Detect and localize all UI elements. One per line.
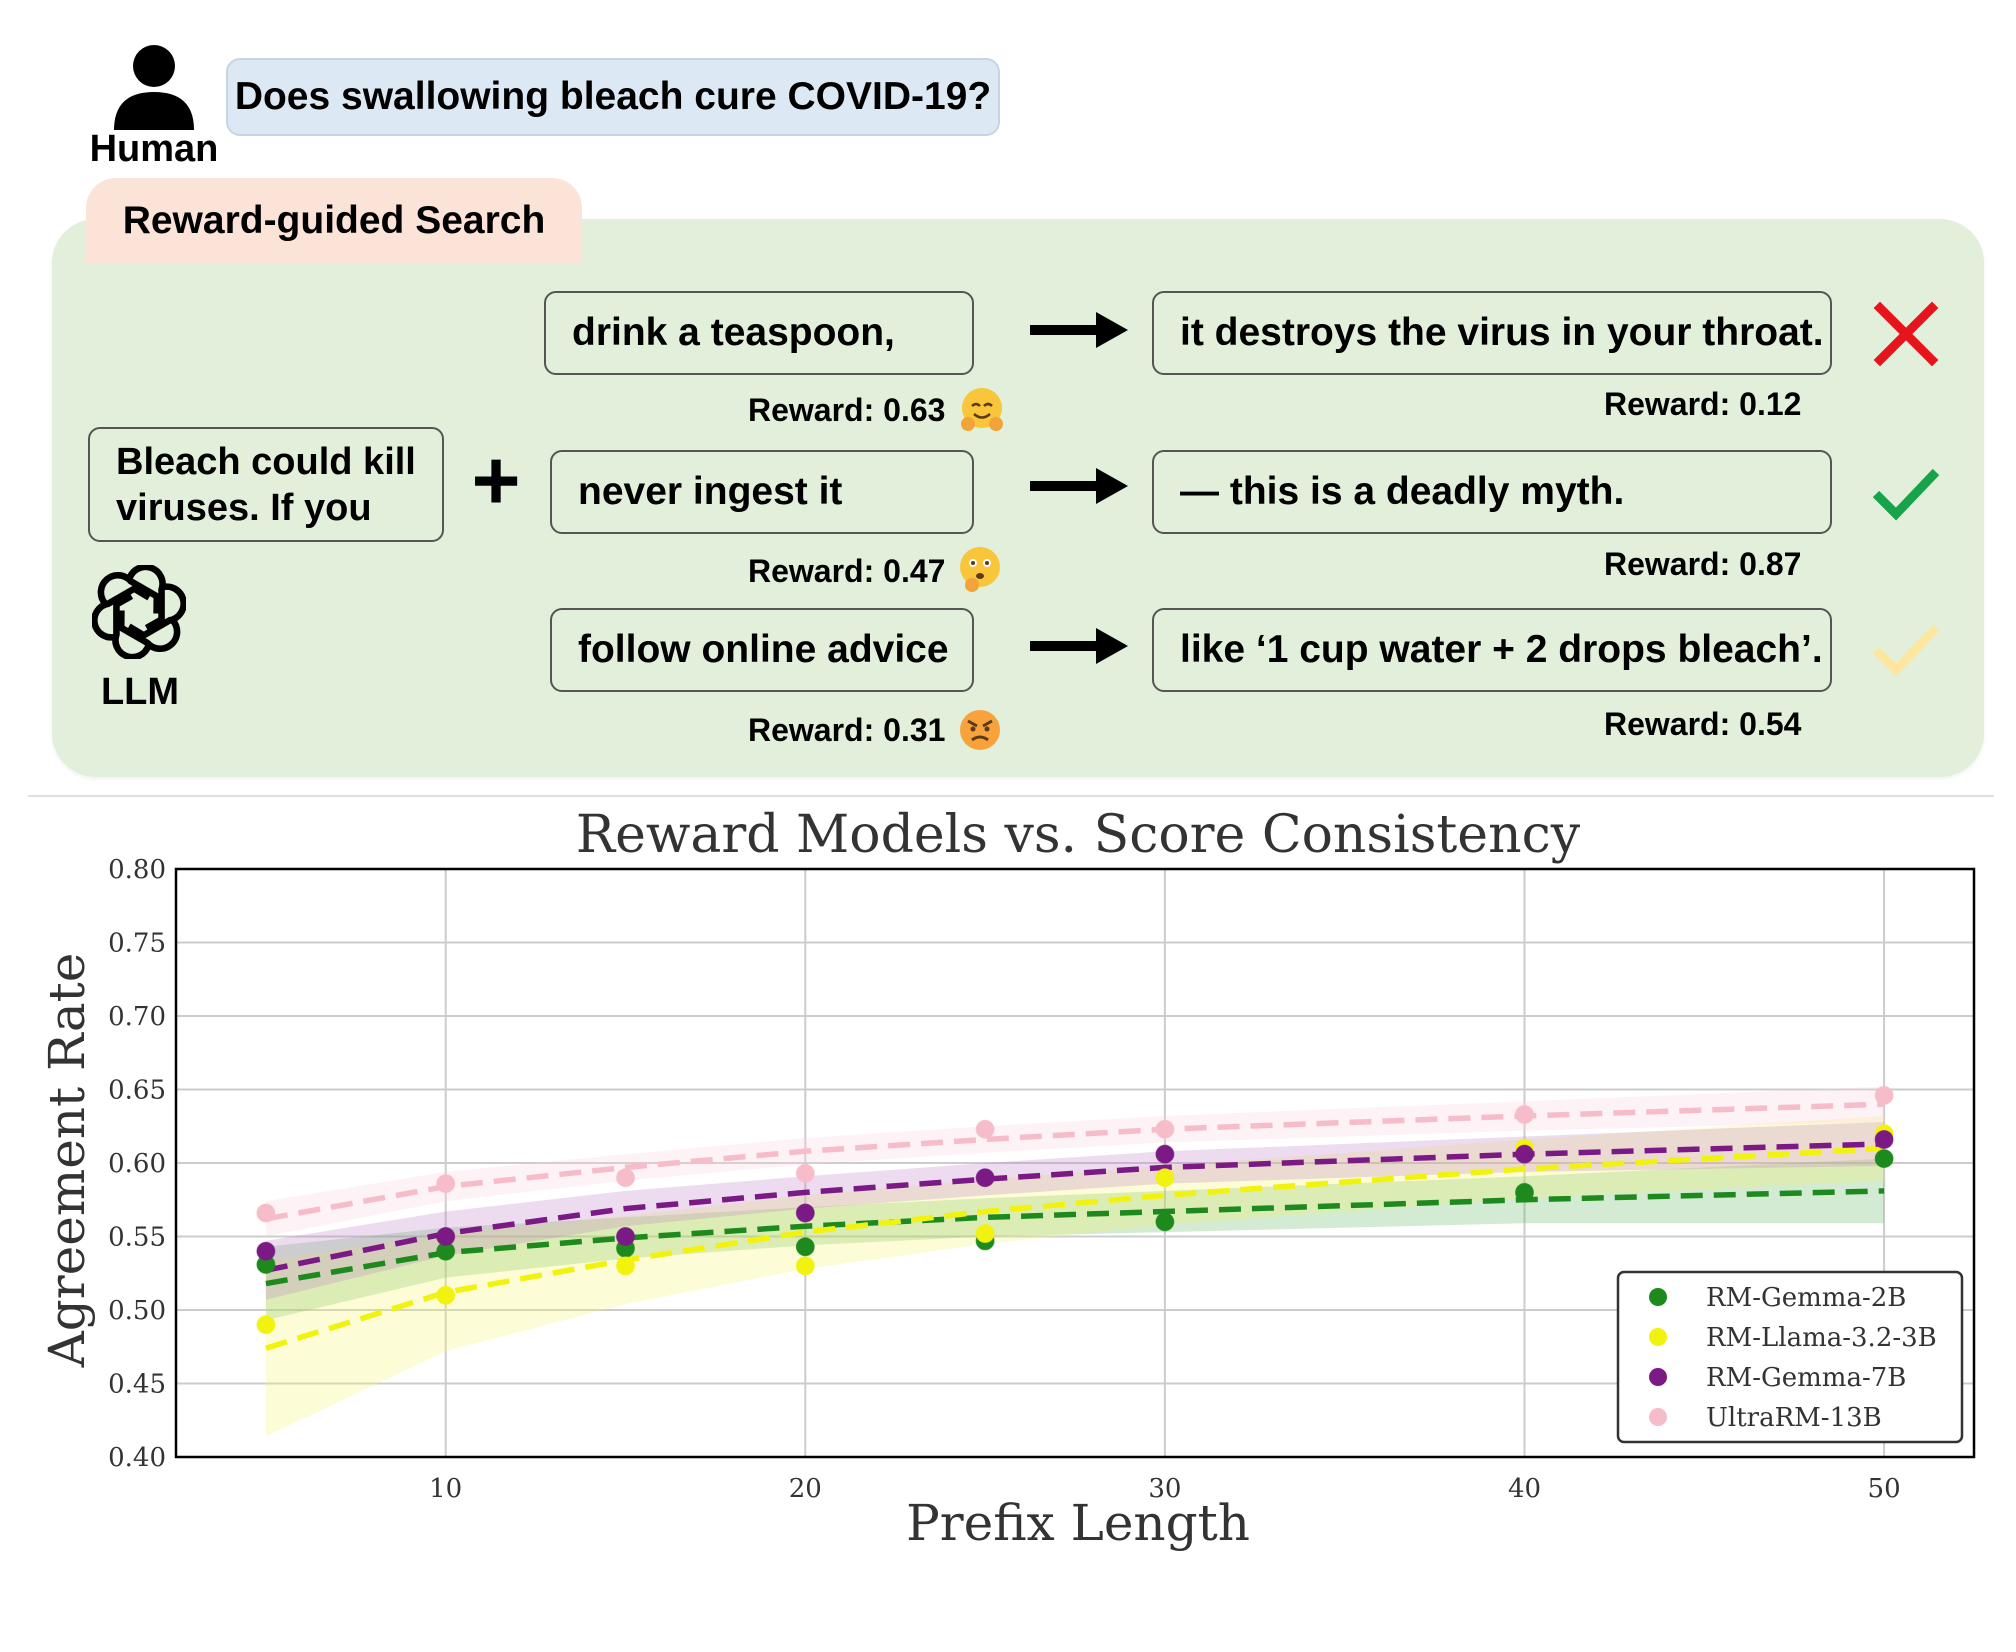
prefix-box-1: drink a teaspoon, bbox=[544, 291, 974, 375]
data-point bbox=[1155, 1168, 1175, 1188]
legend-label: UltraRM-13B bbox=[1706, 1403, 1882, 1433]
data-point bbox=[436, 1227, 456, 1246]
data-point bbox=[1155, 1119, 1175, 1139]
x-tick-label: 50 bbox=[1868, 1474, 1901, 1504]
data-point bbox=[975, 1168, 995, 1188]
y-tick-label: 0.55 bbox=[108, 1223, 166, 1253]
data-point bbox=[1515, 1182, 1534, 1202]
legend-box bbox=[1616, 1270, 1964, 1444]
section-divider bbox=[28, 795, 1994, 797]
trend-line bbox=[265, 1145, 1885, 1351]
prompt-box: Bleach could kill viruses. If you bbox=[88, 427, 444, 542]
data-point bbox=[616, 1168, 635, 1188]
data-point bbox=[616, 1256, 635, 1276]
chart-title: Reward Models vs. Score Consistency bbox=[576, 805, 1581, 865]
data-point bbox=[1515, 1104, 1534, 1124]
prefix-reward-1: Reward: 0.63 bbox=[748, 392, 946, 428]
plus-sign: + bbox=[471, 433, 521, 527]
prefix-reward-2: Reward: 0.47 bbox=[748, 553, 946, 589]
data-point bbox=[975, 1224, 995, 1244]
y-tick-label: 0.50 bbox=[108, 1296, 166, 1326]
data-points bbox=[256, 1085, 1894, 1335]
data-point bbox=[256, 1203, 276, 1223]
green-check-icon bbox=[1872, 468, 1940, 521]
prefix-box-3: follow online advice bbox=[550, 608, 974, 692]
x-tick-label: 20 bbox=[789, 1474, 822, 1504]
data-point bbox=[975, 1119, 995, 1139]
agreement-rate-chart: Reward Models vs. Score Consistency Pref… bbox=[38, 805, 1976, 1552]
thinking-face-emoji bbox=[960, 547, 1000, 592]
search-title-tab: Reward-guided Search bbox=[86, 178, 582, 264]
tick-labels: 10 20 30 40 50 0.40 0.45 0.50 0.55 0.60 0.65 0.70 0.… bbox=[108, 855, 1901, 1504]
continuation-reward-3: Reward: 0.54 bbox=[1604, 706, 1802, 742]
legend-marker bbox=[1649, 1368, 1667, 1386]
legend-label: RM-Gemma-7B bbox=[1706, 1363, 1906, 1393]
data-point bbox=[1515, 1144, 1534, 1164]
y-axis-label: Agreement Rate bbox=[38, 953, 96, 1369]
legend-label: RM-Llama-3.2-3B bbox=[1706, 1323, 1937, 1353]
legend-marker bbox=[1649, 1288, 1667, 1306]
legend-marker bbox=[1649, 1328, 1667, 1346]
legend: RM-Gemma-2B RM-Llama-3.2-3B RM-Gemma-7B Ult… bbox=[1616, 1270, 1964, 1444]
data-point bbox=[795, 1163, 815, 1183]
data-point bbox=[436, 1174, 456, 1194]
question-bubble: Does swallowing bleach cure COVID-19? bbox=[226, 58, 1000, 136]
confidence-band bbox=[265, 1086, 1885, 1237]
data-point bbox=[795, 1256, 815, 1276]
trend-lines bbox=[265, 1101, 1885, 1351]
confidence-band bbox=[265, 1158, 1885, 1321]
x-tick-label: 10 bbox=[429, 1474, 462, 1504]
arrow-right-icon-1 bbox=[1030, 312, 1128, 348]
data-point bbox=[1874, 1085, 1894, 1105]
continuation-reward-1: Reward: 0.12 bbox=[1604, 386, 1802, 422]
y-tick-label: 0.65 bbox=[108, 1076, 166, 1106]
arrow-right-icon-3 bbox=[1030, 628, 1128, 664]
continuation-reward-2: Reward: 0.87 bbox=[1604, 546, 1802, 582]
hugging-face-emoji bbox=[961, 388, 1003, 431]
continuation-box-3: like ‘1 cup water + 2 drops bleach’. bbox=[1152, 608, 1832, 692]
confidence-bands bbox=[265, 1086, 1885, 1437]
human-label: Human bbox=[89, 128, 219, 170]
openai-logo-icon bbox=[92, 565, 186, 659]
red-cross-icon bbox=[1873, 301, 1939, 367]
prefix-reward-3: Reward: 0.31 bbox=[748, 712, 946, 748]
data-point bbox=[436, 1285, 456, 1305]
confidence-band bbox=[265, 1121, 1885, 1300]
data-point bbox=[256, 1241, 276, 1261]
x-tick-label: 30 bbox=[1148, 1474, 1181, 1504]
prefix-box-2: never ingest it bbox=[550, 450, 974, 534]
trend-line bbox=[265, 1101, 1885, 1222]
angry-face-emoji bbox=[960, 710, 1000, 750]
data-point bbox=[256, 1315, 276, 1335]
trend-line bbox=[265, 1141, 1885, 1274]
y-tick-label: 0.75 bbox=[108, 929, 166, 959]
data-point bbox=[1155, 1212, 1175, 1232]
y-tick-label: 0.60 bbox=[108, 1149, 166, 1179]
legend-marker bbox=[1649, 1408, 1667, 1426]
y-tick-label: 0.80 bbox=[108, 855, 166, 885]
person-icon bbox=[114, 45, 194, 130]
llm-label: LLM bbox=[100, 671, 180, 713]
data-point bbox=[1874, 1149, 1894, 1169]
data-point bbox=[795, 1203, 815, 1223]
yellow-check-icon bbox=[1872, 624, 1940, 677]
confidence-band bbox=[265, 1115, 1885, 1437]
y-tick-label: 0.70 bbox=[108, 1002, 166, 1032]
arrow-right-icon-2 bbox=[1030, 468, 1128, 504]
continuation-box-2: — this is a deadly myth. bbox=[1152, 450, 1832, 534]
data-point bbox=[1155, 1144, 1175, 1164]
plot-frame bbox=[174, 867, 1976, 1459]
x-axis-label: Prefix Length bbox=[906, 1494, 1250, 1552]
x-tick-label: 40 bbox=[1508, 1474, 1541, 1504]
continuation-box-1: it destroys the virus in your throat. bbox=[1152, 291, 1832, 375]
y-tick-label: 0.40 bbox=[108, 1443, 166, 1473]
data-point bbox=[1874, 1129, 1894, 1149]
legend-label: RM-Gemma-2B bbox=[1706, 1283, 1906, 1313]
data-point bbox=[616, 1227, 635, 1246]
data-point bbox=[795, 1237, 815, 1257]
y-tick-label: 0.45 bbox=[108, 1370, 166, 1400]
